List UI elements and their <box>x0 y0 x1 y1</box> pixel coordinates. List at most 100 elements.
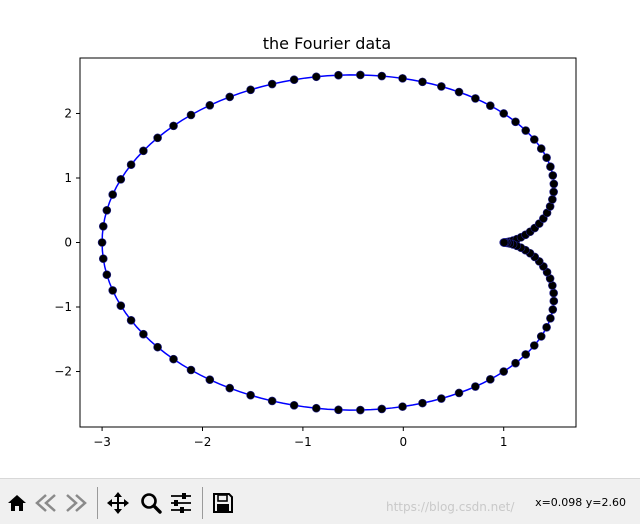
data-point <box>126 315 136 325</box>
data-point <box>334 70 343 80</box>
data-point <box>356 405 365 415</box>
data-point <box>102 205 112 215</box>
data-point <box>521 126 531 135</box>
data-point <box>225 383 235 393</box>
data-point <box>246 390 255 400</box>
data-point <box>377 404 387 414</box>
chart-title: the Fourier data <box>263 34 391 53</box>
save-button[interactable] <box>210 489 236 517</box>
data-point <box>153 342 162 352</box>
data-point <box>536 332 546 341</box>
y-tick-label: 1 <box>64 171 72 185</box>
data-point <box>169 121 178 131</box>
data-point <box>267 79 277 89</box>
cursor-coordinates: x=0.098 y=2.60 <box>535 496 626 509</box>
data-point <box>418 398 427 408</box>
data-point <box>511 358 520 368</box>
data-point <box>454 388 464 398</box>
data-point <box>549 179 559 189</box>
data-point <box>486 101 495 110</box>
data-point <box>398 74 407 83</box>
pan-button[interactable] <box>105 489 131 517</box>
data-point <box>549 288 558 298</box>
data-point <box>108 190 117 199</box>
forward-arrow-icon <box>66 494 87 512</box>
home-button[interactable] <box>4 489 30 517</box>
data-point <box>521 350 531 359</box>
navigation-toolbar: https://blog.csdn.net/ x=0.098 y=2.60 <box>0 478 640 524</box>
data-point <box>536 144 546 153</box>
data-point <box>499 367 509 376</box>
data-point <box>98 222 108 231</box>
move-icon <box>107 492 129 514</box>
data-point <box>437 394 446 403</box>
data-point <box>102 270 112 280</box>
y-tick-label: −1 <box>54 300 72 314</box>
data-point <box>542 322 551 332</box>
plot-canvas[interactable]: the Fourier data −3 −2 −1 0 1 −2 −1 0 1 2 <box>0 0 640 478</box>
x-tick-label: −2 <box>194 435 212 449</box>
data-point <box>139 146 148 156</box>
home-icon <box>8 495 26 511</box>
x-tick-label: 0 <box>399 435 407 449</box>
watermark-text: https://blog.csdn.net/ <box>386 500 515 514</box>
data-point <box>377 71 387 81</box>
data-point <box>418 77 427 87</box>
data-point <box>511 117 520 127</box>
data-point <box>398 402 407 411</box>
data-point <box>548 305 558 314</box>
data-point <box>546 313 555 323</box>
data-point <box>139 329 148 339</box>
x-tick-label: −1 <box>294 435 312 449</box>
data-point <box>486 375 495 384</box>
data-point <box>225 92 235 102</box>
data-point <box>549 187 558 197</box>
y-tick-label: 0 <box>64 236 72 250</box>
data-point <box>529 341 539 350</box>
subplots-button[interactable] <box>168 489 194 517</box>
data-point <box>246 85 255 95</box>
data-point <box>186 365 196 375</box>
data-point <box>529 135 539 144</box>
x-tick-label: −3 <box>93 435 111 449</box>
data-point <box>499 109 509 118</box>
data-point <box>542 153 551 163</box>
toolbar-separator <box>97 487 98 519</box>
data-point <box>169 354 178 364</box>
data-point <box>186 110 196 120</box>
data-point <box>126 160 136 170</box>
data-point <box>97 238 107 247</box>
data-point <box>437 82 446 91</box>
back-button[interactable] <box>33 489 59 517</box>
data-point <box>471 94 480 103</box>
data-point <box>311 403 321 413</box>
data-point <box>546 162 555 171</box>
data-point <box>334 405 343 415</box>
data-point <box>98 254 108 263</box>
magnifier-icon <box>141 493 162 514</box>
data-point <box>454 87 464 97</box>
data-point <box>548 195 557 204</box>
data-point <box>116 301 126 310</box>
data-point <box>548 171 558 180</box>
data-point <box>356 70 365 80</box>
data-point <box>108 286 117 295</box>
figure: the Fourier data −3 −2 −1 0 1 −2 −1 0 1 2 <box>0 0 640 478</box>
forward-button[interactable] <box>63 489 89 517</box>
zoom-button[interactable] <box>138 489 164 517</box>
data-point <box>311 72 321 82</box>
data-point <box>289 75 299 85</box>
y-tick-label: −2 <box>54 365 72 379</box>
data-point <box>499 238 509 247</box>
data-point <box>289 400 299 410</box>
data-point <box>205 375 215 384</box>
data-point <box>471 382 480 391</box>
back-arrow-icon <box>35 494 56 512</box>
data-point <box>153 133 162 143</box>
sliders-icon <box>171 493 191 513</box>
toolbar-separator <box>202 487 203 519</box>
y-tick-label: 2 <box>64 106 72 120</box>
data-point <box>116 175 126 184</box>
data-point <box>549 296 559 306</box>
data-point <box>267 396 277 406</box>
